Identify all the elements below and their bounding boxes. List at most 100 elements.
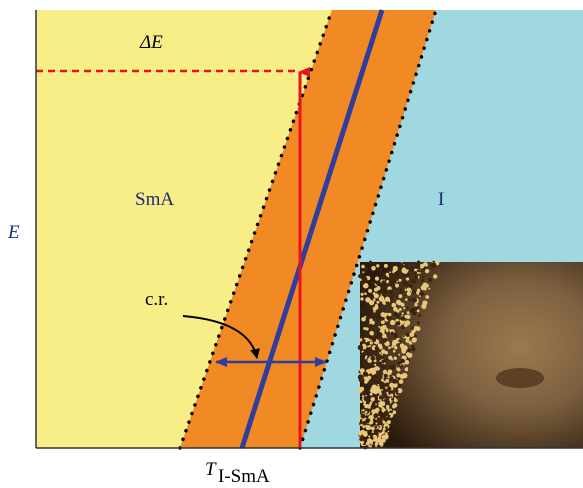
photo-speckle <box>378 357 382 361</box>
photo-speckle <box>381 312 386 317</box>
phase-diagram: ΔE SmA I E c.r. T I-SmA <box>0 0 583 488</box>
photo-speckle <box>412 337 417 342</box>
photo-speckle <box>367 367 369 369</box>
photo-speckle <box>394 397 396 399</box>
photo-speckle <box>400 288 402 290</box>
photo-speckle <box>358 387 363 392</box>
photo-speckle <box>366 404 370 408</box>
photo-speckle <box>388 290 392 294</box>
photo-speckle <box>386 392 388 394</box>
photo-speckle <box>390 402 392 404</box>
photo-speckle <box>366 342 370 346</box>
photo-speckle <box>407 311 410 314</box>
photo-speckle <box>379 352 381 354</box>
photo-speckle <box>362 421 367 426</box>
photo-speckle <box>422 276 425 279</box>
photo-speckle <box>405 360 410 365</box>
photo-speckle <box>386 359 389 362</box>
photo-speckle <box>388 365 390 367</box>
photo-speckle <box>363 403 366 406</box>
photo-speckle <box>400 359 405 364</box>
photo-speckle <box>361 293 364 296</box>
photo-speckle <box>393 365 395 367</box>
photo-speckle <box>366 327 369 330</box>
photo-speckle <box>405 275 408 278</box>
photo-speckle <box>378 326 380 328</box>
photo-speckle <box>394 357 397 360</box>
photo-speckle <box>401 303 404 306</box>
photo-speckle <box>393 266 398 271</box>
photo-speckle <box>363 439 367 443</box>
photo-speckle <box>374 288 378 292</box>
photo-speckle <box>404 283 406 285</box>
photo-speckle <box>421 279 424 282</box>
inset-photo <box>358 261 583 450</box>
photo-speckle <box>402 312 404 314</box>
e-axis-label: E <box>7 222 20 243</box>
photo-speckle <box>390 283 392 285</box>
photo-speckle <box>396 373 400 377</box>
photo-speckle <box>360 273 363 276</box>
photo-speckle <box>388 371 392 375</box>
photo-speckle <box>358 345 363 350</box>
photo-speckle <box>400 367 402 369</box>
photo-speckle <box>415 263 421 269</box>
photo-speckle <box>381 354 383 356</box>
photo-speckle <box>388 313 392 317</box>
photo-dark-spot <box>496 368 544 388</box>
photo-speckle <box>414 275 418 279</box>
photo-speckle <box>383 339 387 343</box>
photo-speckle <box>362 289 366 293</box>
photo-speckle <box>365 411 367 413</box>
photo-speckle <box>411 345 414 348</box>
photo-speckle <box>418 314 421 317</box>
photo-speckle <box>374 364 376 366</box>
photo-speckle <box>380 401 385 406</box>
photo-speckle <box>405 295 407 297</box>
photo-speckle <box>407 288 412 293</box>
photo-speckle <box>364 267 368 271</box>
photo-speckle <box>372 262 374 264</box>
photo-speckle <box>371 266 376 271</box>
photo-speckle <box>406 339 410 343</box>
photo-speckle <box>384 363 386 365</box>
photo-speckle <box>431 262 437 268</box>
photo-speckle <box>388 418 390 420</box>
t-subscript: I-SmA <box>218 466 270 487</box>
photo-speckle <box>407 353 412 358</box>
photo-speckle <box>391 394 394 397</box>
photo-speckle <box>383 428 386 431</box>
photo-speckle <box>411 279 416 284</box>
photo-speckle <box>396 354 398 356</box>
photo-speckle <box>390 414 392 416</box>
photo-speckle <box>378 377 380 379</box>
photo-speckle <box>393 350 396 353</box>
photo-speckle <box>361 411 363 413</box>
photo-speckle <box>368 289 372 293</box>
photo-speckle <box>361 317 366 322</box>
photo-speckle <box>374 374 378 378</box>
photo-speckle <box>389 383 394 388</box>
photo-speckle <box>368 385 371 388</box>
photo-speckle <box>364 339 366 341</box>
photo-speckle <box>399 290 403 294</box>
photo-speckle <box>390 409 392 411</box>
photo-speckle <box>369 421 371 423</box>
photo-speckle <box>398 354 400 356</box>
photo-speckle <box>396 281 398 283</box>
photo-speckle <box>365 432 368 435</box>
photo-speckle <box>391 332 394 335</box>
photo-speckle <box>368 435 370 437</box>
photo-speckle <box>393 307 398 312</box>
photo-speckle <box>388 346 391 349</box>
photo-speckle <box>411 298 416 303</box>
photo-speckle <box>386 328 389 331</box>
photo-speckle <box>363 372 368 377</box>
photo-speckle <box>376 301 379 304</box>
photo-speckle <box>385 383 389 387</box>
photo-speckle <box>408 285 410 287</box>
photo-speckle <box>399 294 403 298</box>
photo-speckle <box>369 261 372 264</box>
photo-speckle <box>394 312 398 316</box>
photo-speckle <box>369 319 373 323</box>
